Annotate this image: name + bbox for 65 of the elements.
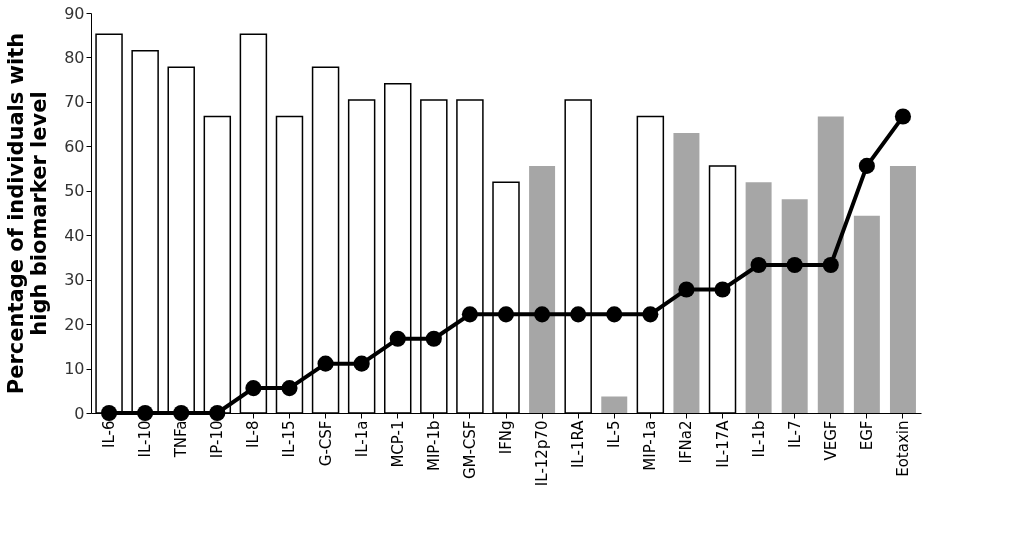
point [822, 256, 839, 274]
y-tick-label: 20 [64, 314, 85, 334]
x-tick-label: MIP-1b [424, 420, 443, 472]
y-tick-label: 0 [74, 403, 85, 423]
x-tick-label: VEGF [821, 420, 840, 461]
point [786, 256, 803, 274]
x-tick-label: Eotaxin [893, 420, 912, 477]
y-tick-label: 60 [64, 136, 85, 156]
x-tick-label: IL-7 [785, 420, 804, 448]
y-tick-label: 80 [64, 47, 85, 67]
y-tick-label: 10 [64, 359, 85, 379]
point [642, 306, 659, 323]
x-tick-label: IL-12p70 [533, 420, 552, 487]
y-tick-label: 30 [64, 270, 85, 290]
point [281, 380, 298, 397]
bar [781, 199, 808, 413]
point [858, 157, 875, 174]
x-tick-label: EGF [857, 420, 876, 451]
point [173, 404, 190, 422]
x-tick-label: G-CSF [316, 420, 335, 467]
point [678, 281, 695, 298]
x-tick-label: IL-5 [605, 420, 624, 448]
x-tick-label: IL-8 [244, 420, 263, 448]
bar [817, 116, 844, 413]
y-tick-label: 40 [64, 225, 85, 245]
point [245, 380, 262, 397]
x-tick-label: IL-15 [280, 420, 299, 458]
point [389, 330, 406, 347]
bar [673, 133, 700, 413]
point [137, 404, 154, 422]
y-axis-title: Percentage of individuals with high biomarker level [4, 32, 52, 395]
x-tick-label: IFNg [497, 420, 515, 455]
point [100, 404, 118, 422]
y-tick-label: 70 [64, 92, 85, 112]
y-tick-label: 50 [64, 181, 85, 201]
point [534, 306, 551, 323]
bar [889, 165, 916, 413]
point [209, 404, 226, 422]
point [317, 355, 334, 372]
bar [529, 165, 556, 413]
x-tick-label: IL-1RA [569, 419, 588, 469]
point [497, 306, 515, 323]
x-tick-label: IL-10 [136, 420, 155, 458]
x-tick-label: IP-10 [208, 420, 227, 459]
x-tick-label: IFNa2 [677, 420, 696, 464]
bar [601, 396, 628, 413]
point [570, 306, 587, 323]
point [606, 306, 623, 323]
x-tick-label: TNFa [172, 420, 191, 459]
x-tick-label: GM-CSF [460, 420, 479, 480]
x-tick-label: MCP-1 [388, 420, 407, 468]
y-tick-label: 90 [64, 3, 85, 23]
point [714, 281, 731, 298]
x-tick-label: IL-1a [352, 420, 371, 458]
point [425, 330, 442, 347]
point [894, 108, 912, 125]
x-tick-label: IL-17A [713, 419, 732, 468]
point [461, 306, 478, 323]
x-tick-label: IL-1b [749, 420, 768, 458]
point [353, 355, 370, 372]
x-tick-label: MIP-1a [641, 420, 660, 471]
point [750, 256, 767, 274]
bar [853, 215, 880, 413]
bar [745, 182, 772, 413]
x-tick-label: IL-6 [100, 420, 119, 448]
